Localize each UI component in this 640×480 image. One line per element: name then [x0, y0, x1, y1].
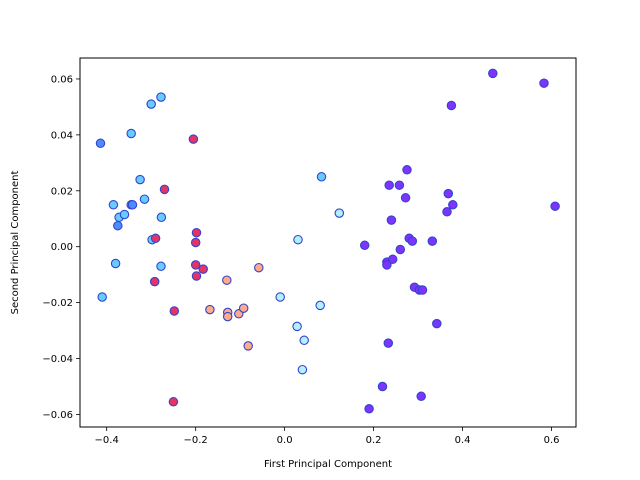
data-points	[95, 68, 560, 414]
plot-frame	[79, 57, 577, 428]
y-tick-label: −0.04	[42, 354, 73, 365]
data-point	[377, 381, 388, 392]
data-point	[315, 300, 325, 311]
data-point	[407, 236, 418, 246]
data-point	[188, 134, 199, 144]
data-point	[156, 261, 166, 272]
data-point	[443, 188, 454, 199]
data-point	[539, 78, 549, 88]
data-point	[119, 209, 130, 220]
data-point	[297, 364, 308, 375]
data-point	[127, 200, 138, 210]
data-point	[293, 234, 303, 245]
data-point	[254, 262, 264, 273]
data-point	[448, 200, 458, 210]
data-point	[364, 404, 374, 414]
data-point	[243, 341, 253, 351]
data-point	[139, 194, 150, 204]
data-point	[400, 193, 411, 203]
x-tick-label: 0.0	[277, 435, 293, 446]
data-point	[95, 138, 106, 149]
data-point	[417, 285, 428, 295]
data-point	[126, 128, 136, 139]
y-tick-label: 0.02	[51, 186, 73, 197]
x-axis-label: First Principal Component	[264, 459, 392, 470]
data-point	[222, 275, 232, 285]
data-point	[135, 174, 145, 185]
data-point	[384, 180, 394, 190]
data-point	[446, 100, 457, 111]
data-point	[198, 264, 208, 274]
data-point	[416, 391, 426, 402]
y-axis-label: Second Principal Component	[10, 171, 21, 315]
data-point	[222, 311, 233, 322]
x-tick-label: 0.6	[544, 435, 560, 446]
x-tick-label: −0.2	[184, 435, 208, 446]
data-point	[550, 201, 560, 211]
data-point	[97, 292, 107, 302]
y-tick-label: 0.00	[51, 242, 73, 253]
x-tick-label: 0.4	[455, 435, 471, 446]
data-point	[238, 303, 249, 313]
data-point	[442, 207, 452, 217]
data-point	[316, 172, 327, 182]
data-point	[395, 244, 406, 255]
data-point	[146, 99, 156, 109]
data-point	[382, 260, 392, 270]
x-axis-ticks: −0.4 −0.2 0.0 0.2 0.4 0.6	[95, 427, 560, 446]
y-tick-label: 0.06	[51, 74, 73, 85]
y-tick-label: −0.06	[42, 410, 73, 421]
data-point	[334, 208, 345, 218]
data-point	[108, 200, 119, 210]
data-point	[113, 220, 123, 231]
data-point	[292, 321, 302, 332]
data-point	[150, 233, 161, 244]
data-point	[387, 254, 398, 265]
data-point	[402, 165, 412, 175]
data-point	[299, 335, 309, 346]
x-tick-label: −0.4	[95, 435, 119, 446]
y-tick-label: 0.04	[51, 130, 73, 141]
data-point	[275, 292, 285, 302]
y-axis-ticks: −0.06 −0.04 −0.02 0.00 0.02 0.04 0.06	[42, 74, 80, 421]
data-point	[169, 306, 180, 316]
data-point	[190, 237, 201, 248]
data-point	[156, 212, 167, 223]
data-point	[110, 258, 121, 269]
x-tick-label: 0.2	[366, 435, 382, 446]
data-point	[359, 240, 370, 251]
data-point	[386, 215, 397, 225]
data-point	[427, 236, 438, 246]
data-point	[149, 276, 160, 287]
data-point	[191, 271, 202, 281]
data-point	[432, 318, 442, 329]
data-point	[159, 184, 170, 195]
data-point	[168, 397, 179, 407]
data-point	[205, 304, 215, 315]
data-point	[383, 338, 394, 348]
data-point	[488, 68, 498, 79]
y-tick-label: −0.02	[42, 298, 73, 309]
data-point	[191, 227, 202, 238]
data-point	[156, 92, 166, 102]
data-point	[190, 260, 201, 270]
data-point	[394, 180, 405, 190]
